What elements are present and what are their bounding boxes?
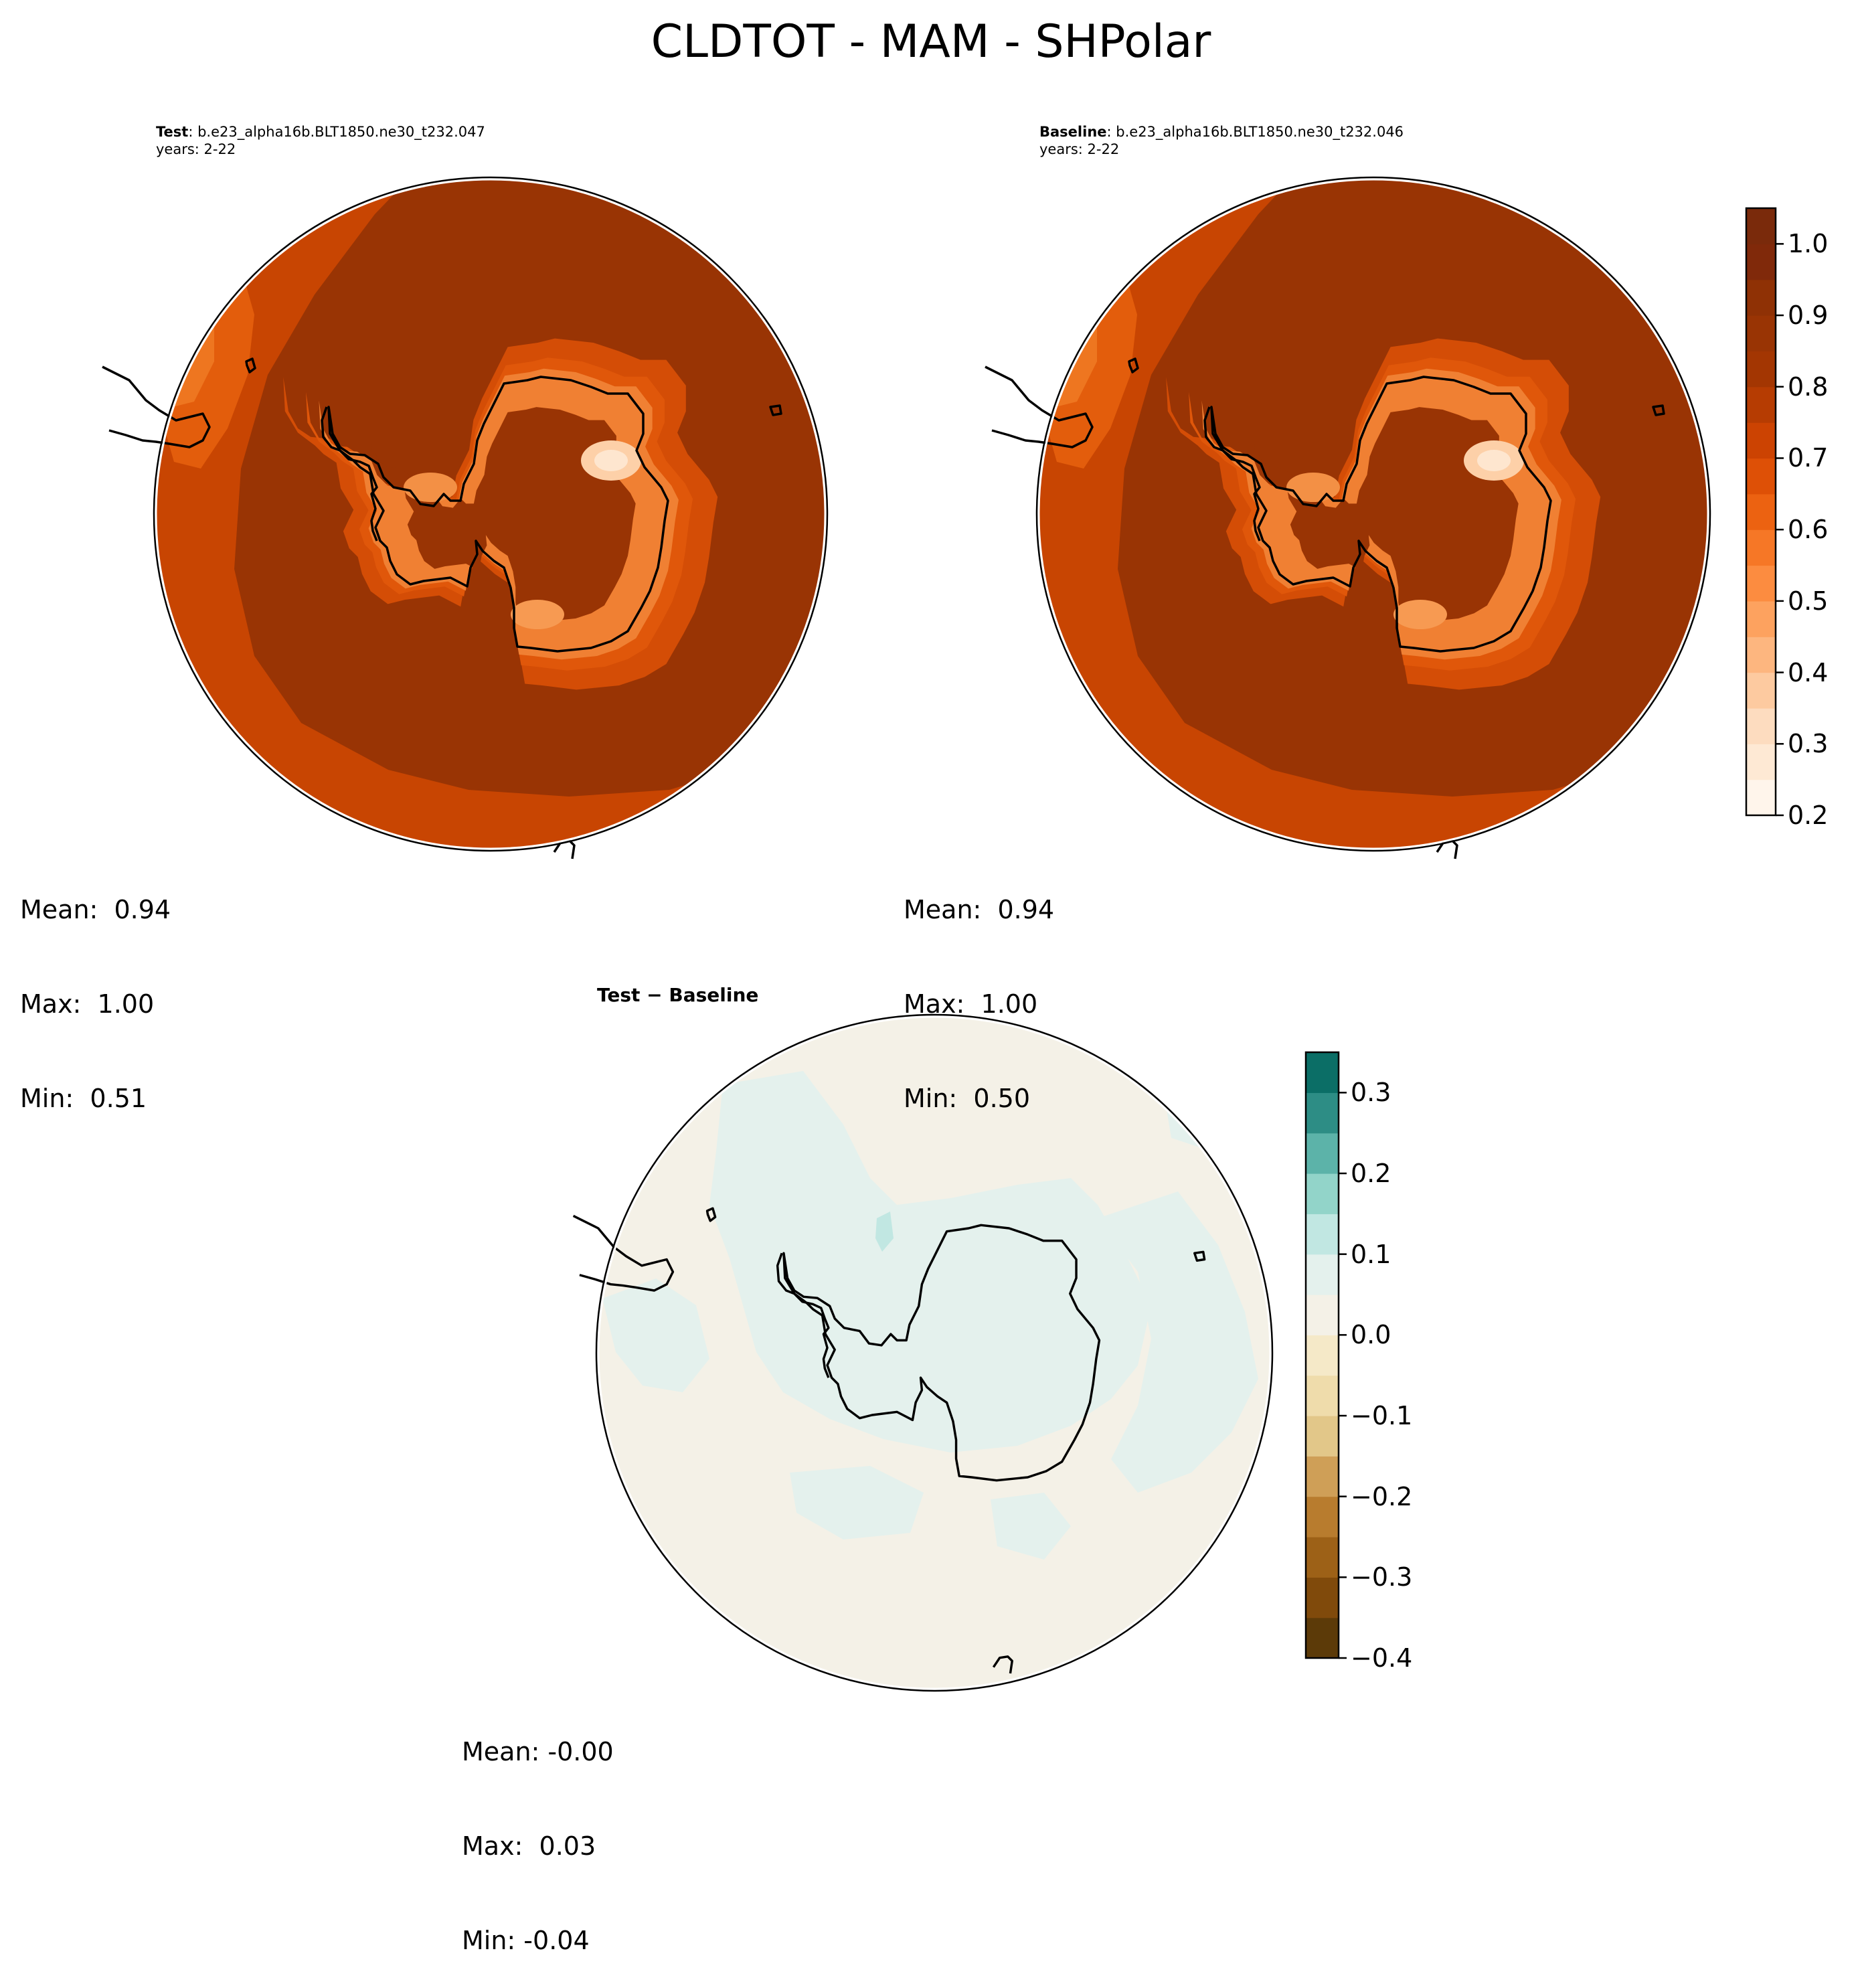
difference-panel-title: Test − Baseline [597, 984, 758, 1007]
colorbar-diff-segment [1306, 1052, 1339, 1093]
colorbar-abs-tick-label: 0.6 [1788, 515, 1829, 545]
colorbar-diff-segment [1306, 1375, 1339, 1416]
colorbar-diff-segment [1306, 1577, 1339, 1619]
colorbar-abs-segment [1746, 600, 1776, 637]
colorbar-abs-segment [1746, 458, 1776, 495]
colorbar-abs-frame [1745, 207, 1777, 817]
colorbar-diff-tick-label: 0.0 [1351, 1320, 1391, 1350]
colorbar-abs-tick-label: 0.3 [1788, 729, 1829, 759]
figure-canvas [101, 176, 1784, 1692]
colorbar-diff-segment [1306, 1496, 1339, 1538]
colorbar-diff-tick-label: 0.3 [1351, 1078, 1391, 1108]
figure-title: CLDTOT - MAM - SHPolar [651, 15, 1211, 68]
test-panel-title: Test: b.e23_alpha16b.BLT1850.ne30_t232.0… [156, 123, 485, 141]
colorbar-abs-segment [1746, 315, 1776, 352]
test-case-name: : b.e23_alpha16b.BLT1850.ne30_t232.047 [188, 124, 485, 140]
colorbar-abs-segment [1746, 386, 1776, 423]
colorbar-abs-tick-label: 0.8 [1788, 371, 1829, 402]
colorbar-diff-segment [1306, 1133, 1339, 1174]
test-min: Min: 0.51 [20, 1084, 147, 1113]
colorbar-diff-segment [1306, 1214, 1339, 1255]
baseline-panel-title: Baseline: b.e23_alpha16b.BLT1850.ne30_t2… [1039, 123, 1404, 141]
colorbar-diff-tick-label: −0.1 [1351, 1401, 1413, 1430]
test-map [101, 176, 829, 860]
baseline-min: Min: 0.50 [904, 1084, 1030, 1113]
colorbar-abs [1745, 207, 1784, 817]
baseline-map [984, 176, 1711, 860]
colorbar-abs-segment [1746, 708, 1776, 744]
test-stats: Mean: 0.94 Max: 1.00 Min: 0.51 [20, 831, 171, 1146]
colorbar-abs-tick-label: 0.5 [1788, 586, 1829, 616]
colorbar-abs-segment [1746, 422, 1776, 459]
colorbar-diff-segment [1306, 1537, 1339, 1578]
colorbar-abs-segment [1746, 565, 1776, 602]
colorbar-abs-segment [1746, 244, 1776, 280]
difference-stats: Mean: -0.00 Max: 0.03 Min: -0.04 [462, 1673, 614, 1988]
colorbar-diff-tick-label: −0.4 [1351, 1643, 1413, 1673]
test-max: Max: 1.00 [20, 989, 155, 1019]
colorbar-abs-segment [1746, 779, 1776, 816]
colorbar-diff-segment [1306, 1456, 1339, 1497]
colorbar-abs-tick-label: 1.0 [1788, 229, 1829, 259]
difference-max: Max: 0.03 [462, 1831, 596, 1861]
baseline-title-label: Baseline [1039, 124, 1107, 140]
colorbar-abs-segment [1746, 529, 1776, 566]
colorbar-diff [1304, 1051, 1347, 1659]
colorbar-diff-tick-label: 0.2 [1351, 1159, 1391, 1188]
colorbar-diff-segment [1306, 1416, 1339, 1457]
difference-mean: Mean: -0.00 [462, 1737, 614, 1766]
colorbar-abs-tick-label: 0.4 [1788, 657, 1829, 687]
colorbar-abs-tick-label: 0.7 [1788, 443, 1829, 473]
test-years: years: 2-22 [156, 141, 236, 157]
colorbar-abs-segment [1746, 637, 1776, 673]
test-title-label: Test [156, 124, 189, 140]
colorbar-diff-tick-label: −0.3 [1351, 1562, 1413, 1592]
colorbar-abs-segment [1746, 351, 1776, 388]
colorbar-abs-segment [1746, 744, 1776, 780]
colorbar-diff-segment [1306, 1335, 1339, 1376]
colorbar-diff-segment [1306, 1617, 1339, 1659]
baseline-mean: Mean: 0.94 [904, 895, 1055, 924]
colorbar-abs-segment [1746, 672, 1776, 709]
colorbar-diff-segment [1306, 1295, 1339, 1335]
colorbar-abs-tick-label: 0.2 [1788, 801, 1829, 830]
colorbar-diff-tick-label: −0.2 [1351, 1481, 1413, 1511]
baseline-years: years: 2-22 [1039, 141, 1120, 157]
colorbar-diff-segment [1306, 1254, 1339, 1295]
colorbar-diff-tick-label: 0.1 [1351, 1239, 1391, 1269]
colorbar-diff-segment [1306, 1173, 1339, 1214]
colorbar-abs-segment [1746, 493, 1776, 530]
colorbar-diff-frame [1304, 1051, 1340, 1659]
colorbar-diff-segment [1306, 1092, 1339, 1134]
baseline-stats: Mean: 0.94 Max: 1.00 Min: 0.50 [904, 831, 1054, 1146]
difference-min: Min: -0.04 [462, 1926, 590, 1955]
colorbar-abs-segment [1746, 279, 1776, 316]
colorbar-abs-tick-label: 0.9 [1788, 301, 1829, 331]
difference-title-label: Test − Baseline [597, 984, 759, 1006]
baseline-max: Max: 1.00 [904, 989, 1038, 1019]
test-mean: Mean: 0.94 [20, 895, 171, 924]
colorbar-abs-segment [1746, 208, 1776, 244]
baseline-case-name: : b.e23_alpha16b.BLT1850.ne30_t232.046 [1106, 124, 1404, 140]
difference-map [572, 1013, 1274, 1692]
